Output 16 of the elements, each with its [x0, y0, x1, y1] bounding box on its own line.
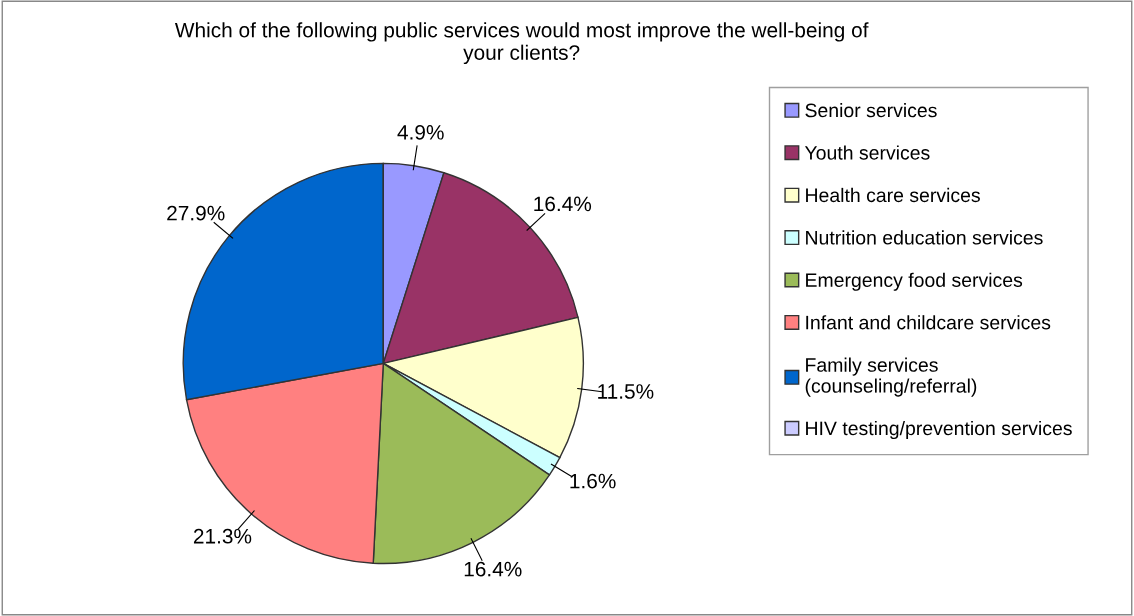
- data-label: 4.9%: [397, 124, 444, 140]
- data-label: 16.4%: [464, 561, 522, 577]
- legend-label: Health care services: [806, 187, 980, 203]
- legend-label: Nutrition education services: [806, 230, 1043, 245]
- legend-label: HIV testing/prevention services: [806, 420, 1072, 440]
- chart-title: Which of the following public services would most improve the well-being of your clients?: [174, 22, 869, 65]
- legend-label: Emergency food services: [806, 272, 1023, 291]
- data-label: 1.6%: [570, 473, 616, 489]
- data-label: 21.3%: [193, 528, 252, 544]
- legend-label: Senior services: [805, 103, 937, 118]
- legend-label: Youth services: [804, 145, 930, 160]
- data-label: 16.4%: [534, 196, 592, 212]
- legend-label: Infant and childcare services: [806, 315, 1051, 330]
- data-label: 11.5%: [598, 384, 654, 399]
- data-label: 27.9%: [167, 205, 225, 221]
- legend-label: Family services (counseling/referral): [805, 357, 977, 397]
